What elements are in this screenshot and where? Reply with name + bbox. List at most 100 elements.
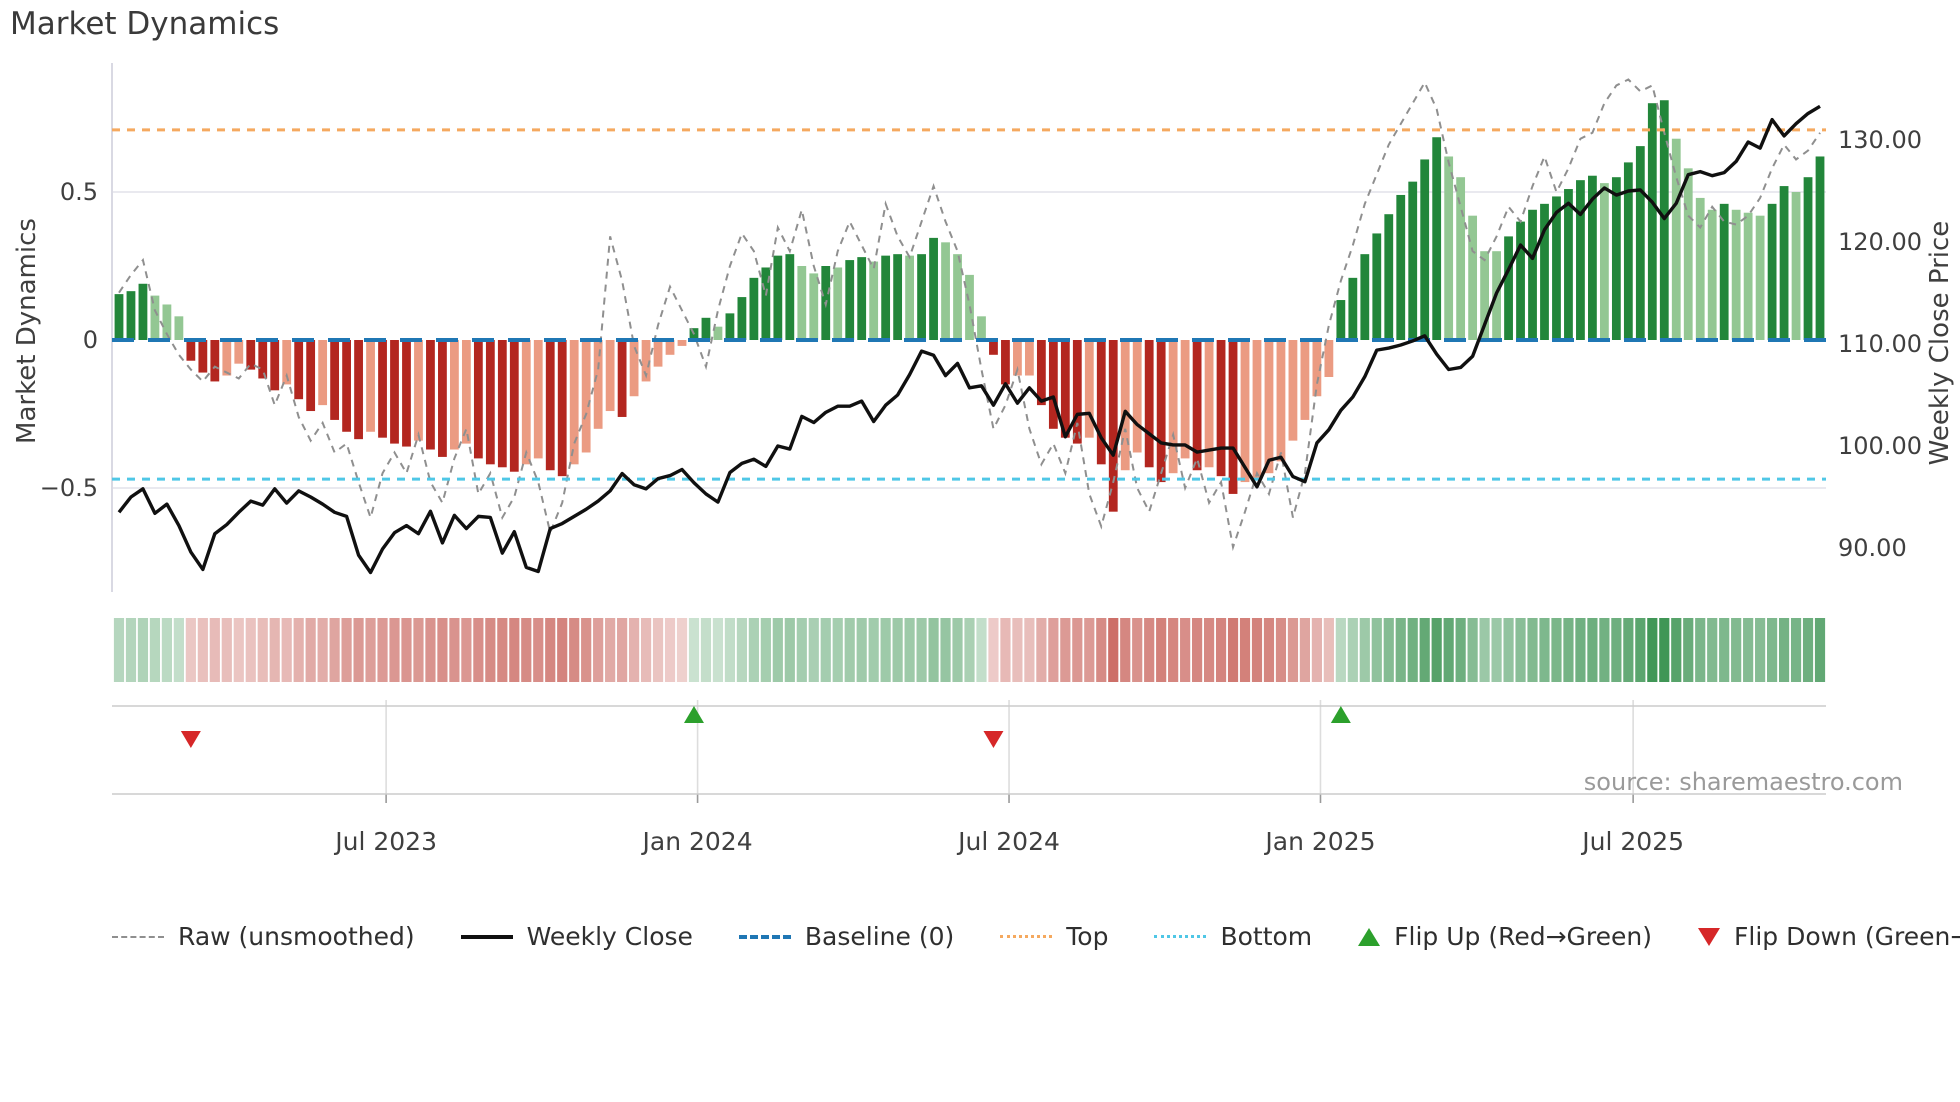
bar-week-68 bbox=[929, 237, 938, 340]
svg-text:Jul 2024: Jul 2024 bbox=[956, 827, 1060, 856]
heat-cell-36 bbox=[545, 618, 556, 682]
heat-cell-23 bbox=[389, 618, 400, 682]
heat-cell-52 bbox=[736, 618, 747, 682]
heat-cell-98 bbox=[1287, 618, 1299, 682]
heat-cell-138 bbox=[1767, 618, 1778, 682]
bar-week-19 bbox=[342, 340, 351, 432]
heat-cell-0 bbox=[113, 618, 125, 682]
bar-week-134 bbox=[1719, 203, 1729, 340]
legend-label: Weekly Close bbox=[526, 922, 693, 951]
heat-cell-51 bbox=[724, 618, 736, 682]
bar-week-142 bbox=[1815, 156, 1825, 340]
heat-cell-16 bbox=[305, 618, 316, 682]
bar-week-36 bbox=[545, 340, 555, 471]
svg-text:Jan 2025: Jan 2025 bbox=[1263, 827, 1375, 856]
bar-week-42 bbox=[617, 340, 627, 417]
heat-cell-103 bbox=[1347, 618, 1358, 682]
bar-week-103 bbox=[1348, 277, 1358, 340]
bar-week-75 bbox=[1013, 340, 1022, 376]
bar-week-83 bbox=[1108, 340, 1118, 512]
legend-item-close: Weekly Close bbox=[460, 922, 693, 951]
flip-down-marker bbox=[180, 731, 201, 748]
bar-week-69 bbox=[941, 242, 950, 340]
heat-cell-106 bbox=[1383, 618, 1394, 682]
heat-cell-63 bbox=[868, 618, 879, 682]
bar-week-10 bbox=[234, 340, 244, 364]
legend-item-bottom: Bottom bbox=[1154, 922, 1312, 951]
heat-cell-13 bbox=[269, 618, 280, 682]
bar-week-118 bbox=[1528, 209, 1537, 340]
heat-cell-128 bbox=[1647, 618, 1658, 682]
bar-week-107 bbox=[1396, 194, 1406, 340]
bar-week-136 bbox=[1743, 212, 1753, 340]
bar-week-20 bbox=[354, 340, 363, 440]
heat-cell-121 bbox=[1563, 618, 1574, 682]
svg-text:110.00: 110.00 bbox=[1838, 330, 1922, 358]
bar-week-78 bbox=[1048, 340, 1058, 429]
heat-cell-59 bbox=[820, 618, 831, 682]
bar-week-27 bbox=[438, 340, 447, 457]
bar-week-6 bbox=[186, 340, 196, 361]
bar-week-112 bbox=[1456, 177, 1466, 340]
heat-cell-69 bbox=[940, 618, 951, 682]
heat-cell-30 bbox=[473, 618, 484, 682]
heat-cell-96 bbox=[1263, 618, 1275, 682]
bar-week-65 bbox=[893, 254, 903, 340]
heat-cell-44 bbox=[640, 618, 652, 682]
heat-cell-80 bbox=[1072, 618, 1083, 682]
heat-cell-66 bbox=[904, 618, 915, 682]
heat-cell-9 bbox=[221, 618, 232, 682]
heat-cell-58 bbox=[808, 618, 819, 682]
right-tick-labels: 130.00 120.00 110.00 100.00 90.00 bbox=[1838, 126, 1922, 562]
heat-cell-122 bbox=[1575, 618, 1586, 682]
heat-cell-117 bbox=[1515, 618, 1526, 682]
heat-cell-61 bbox=[844, 618, 855, 682]
heat-cell-28 bbox=[449, 618, 460, 682]
heat-cell-65 bbox=[892, 618, 903, 682]
heat-cell-37 bbox=[557, 618, 568, 682]
bar-week-0 bbox=[114, 294, 124, 340]
bar-week-141 bbox=[1803, 177, 1813, 340]
weekly-close-line bbox=[117, 104, 1821, 575]
heat-cell-109 bbox=[1419, 618, 1430, 682]
bar-week-82 bbox=[1096, 340, 1106, 465]
heat-cell-101 bbox=[1323, 618, 1334, 682]
heat-cell-88 bbox=[1168, 618, 1179, 682]
heat-cell-113 bbox=[1467, 618, 1478, 682]
bar-week-33 bbox=[509, 340, 519, 472]
heat-cell-120 bbox=[1551, 618, 1562, 682]
heat-cell-1 bbox=[125, 618, 137, 682]
bar-week-14 bbox=[282, 340, 292, 385]
heat-cell-20 bbox=[353, 618, 364, 682]
bar-week-139 bbox=[1779, 186, 1789, 340]
heat-cell-83 bbox=[1108, 618, 1119, 682]
heat-cell-64 bbox=[880, 618, 891, 682]
bar-week-51 bbox=[725, 313, 735, 340]
bar-week-95 bbox=[1252, 340, 1262, 480]
heat-cell-124 bbox=[1599, 618, 1610, 682]
heat-cell-76 bbox=[1024, 618, 1035, 682]
heat-cell-108 bbox=[1407, 618, 1418, 682]
heat-cell-33 bbox=[509, 618, 520, 682]
heat-cell-82 bbox=[1096, 618, 1107, 682]
heat-cell-139 bbox=[1778, 618, 1790, 682]
x-tick-labels: Jul 2023 Jan 2024 Jul 2024 Jan 2025 Jul 2025 bbox=[333, 827, 1684, 856]
bar-week-80 bbox=[1072, 340, 1082, 444]
heat-cell-41 bbox=[605, 618, 616, 682]
heat-cell-35 bbox=[533, 618, 544, 682]
bar-week-28 bbox=[450, 340, 459, 450]
bar-week-21 bbox=[366, 340, 375, 432]
bar-week-113 bbox=[1468, 215, 1478, 340]
bar-week-106 bbox=[1384, 214, 1394, 340]
heat-cell-43 bbox=[628, 618, 640, 682]
heat-cell-15 bbox=[293, 618, 304, 682]
bar-week-50 bbox=[713, 326, 723, 340]
heat-cell-123 bbox=[1587, 618, 1598, 682]
heat-cell-77 bbox=[1036, 618, 1047, 682]
bar-week-89 bbox=[1180, 340, 1190, 459]
top-line-swatch bbox=[1000, 935, 1053, 938]
svg-text:0: 0 bbox=[83, 326, 98, 354]
bar-week-125 bbox=[1611, 177, 1621, 340]
heat-cell-72 bbox=[976, 618, 987, 682]
